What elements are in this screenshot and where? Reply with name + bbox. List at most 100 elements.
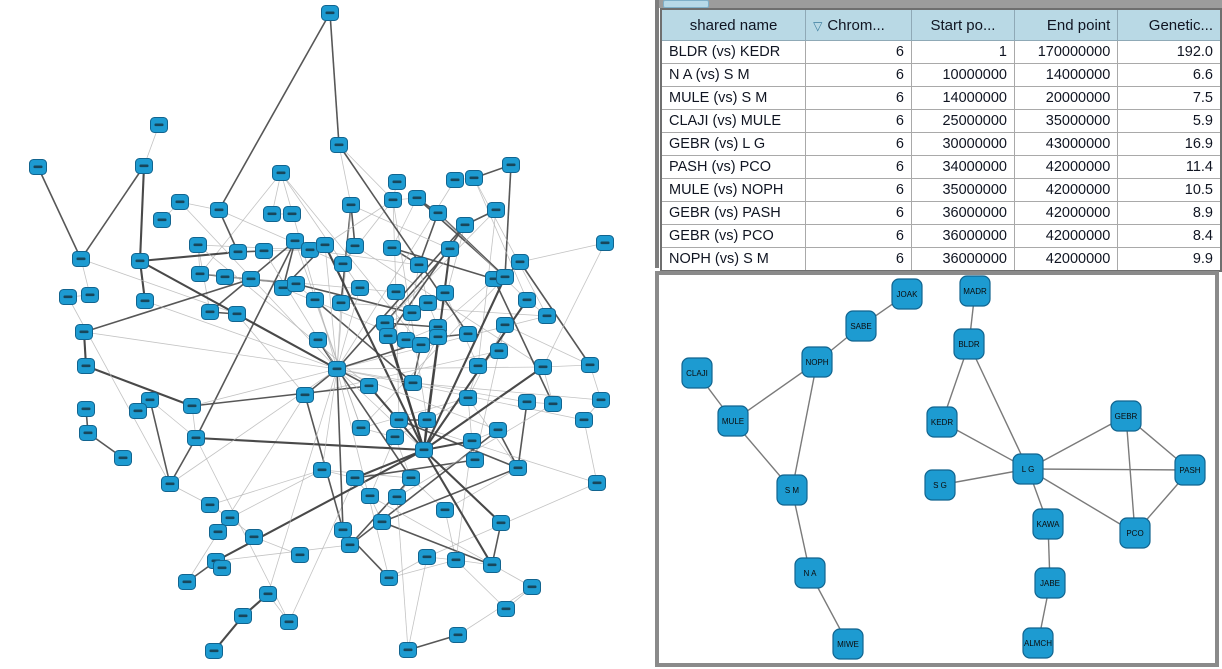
filter-funnel-icon[interactable]: ▽ xyxy=(813,18,823,33)
overview-network-node[interactable] xyxy=(511,254,529,270)
subnetwork-node-kedr[interactable]: KEDR xyxy=(926,406,958,438)
table-row[interactable]: CLAJI (vs) MULE 6 25000000 35000000 5.9 xyxy=(660,109,1222,133)
overview-network-edge[interactable] xyxy=(583,419,598,484)
overview-network-node[interactable] xyxy=(201,497,219,513)
overview-network-edge[interactable] xyxy=(329,12,340,146)
subnetwork-node-miwe[interactable]: MIWE xyxy=(832,628,864,660)
overview-network-node[interactable] xyxy=(415,442,433,458)
overview-network-node[interactable] xyxy=(397,332,415,348)
overview-network-node[interactable] xyxy=(301,242,319,258)
subnetwork-node-claji[interactable]: CLAJI xyxy=(681,357,713,389)
overview-network-edge[interactable] xyxy=(407,556,428,651)
overview-network-edge[interactable] xyxy=(405,264,420,341)
overview-network-node[interactable] xyxy=(321,5,339,21)
overview-network-node[interactable] xyxy=(287,276,305,292)
subnetwork-node-s-g[interactable]: S G xyxy=(924,469,956,501)
overview-network-node[interactable] xyxy=(534,359,552,375)
overview-network-node[interactable] xyxy=(228,306,246,322)
overview-network-node[interactable] xyxy=(79,425,97,441)
overview-network-node[interactable] xyxy=(463,433,481,449)
overview-network-node[interactable] xyxy=(201,304,219,320)
overview-network-node[interactable] xyxy=(77,358,95,374)
overview-network-edge[interactable] xyxy=(83,278,252,333)
overview-network-node[interactable] xyxy=(523,579,541,595)
overview-network-node[interactable] xyxy=(153,212,171,228)
subnetwork-edge[interactable] xyxy=(968,343,1029,470)
overview-network-edge[interactable] xyxy=(354,449,425,479)
overview-network-node[interactable] xyxy=(296,387,314,403)
overview-network-edge[interactable] xyxy=(138,165,146,262)
overview-network-edge[interactable] xyxy=(215,544,351,562)
overview-network-edge[interactable] xyxy=(455,559,507,610)
overview-network-node[interactable] xyxy=(383,240,401,256)
overview-network-node[interactable] xyxy=(459,390,477,406)
overview-network-node[interactable] xyxy=(342,197,360,213)
overview-network-edge[interactable] xyxy=(437,212,528,301)
overview-network-edge[interactable] xyxy=(519,242,606,263)
overview-network-node[interactable] xyxy=(441,241,459,257)
subnetwork-edge[interactable] xyxy=(1027,468,1136,534)
overview-network-edge[interactable] xyxy=(493,278,554,405)
overview-network-node[interactable] xyxy=(150,117,168,133)
subnetwork-node-joak[interactable]: JOAK xyxy=(891,278,923,310)
overview-network-edge[interactable] xyxy=(229,469,323,519)
panel-separator[interactable] xyxy=(655,0,659,268)
overview-network-node[interactable] xyxy=(191,266,209,282)
overview-network-node[interactable] xyxy=(518,394,536,410)
overview-network-edge[interactable] xyxy=(504,164,512,278)
overview-network-node[interactable] xyxy=(352,420,370,436)
overview-network-edge[interactable] xyxy=(336,204,352,370)
overview-network-node[interactable] xyxy=(346,238,364,254)
overview-network-edge[interactable] xyxy=(139,250,239,263)
overview-network-node[interactable] xyxy=(29,159,47,175)
overview-network-node[interactable] xyxy=(309,332,327,348)
subnetwork-node-n-a[interactable]: N A xyxy=(794,557,826,589)
table-row[interactable]: GEBR (vs) L G 6 30000000 43000000 16.9 xyxy=(660,132,1222,156)
overview-network-node[interactable] xyxy=(429,329,447,345)
subnetwork-node-pco[interactable]: PCO xyxy=(1119,517,1151,549)
overview-network-edge[interactable] xyxy=(360,276,506,429)
overview-network-node[interactable] xyxy=(213,560,231,576)
overview-network-node[interactable] xyxy=(408,190,426,206)
overview-network-edge[interactable] xyxy=(437,278,495,328)
overview-network-node[interactable] xyxy=(496,317,514,333)
table-row[interactable]: MULE (vs) S M 6 14000000 20000000 7.5 xyxy=(660,86,1222,110)
overview-network-node[interactable] xyxy=(388,489,406,505)
overview-network-node[interactable] xyxy=(575,412,593,428)
table-row[interactable]: BLDR (vs) KEDR 6 1 170000000 192.0 xyxy=(660,40,1222,64)
overview-network-edge[interactable] xyxy=(384,209,497,324)
overview-network-node[interactable] xyxy=(272,165,290,181)
overview-network-edge[interactable] xyxy=(423,366,544,451)
subnetwork-node-mule[interactable]: MULE xyxy=(717,405,749,437)
overview-network-edge[interactable] xyxy=(350,204,451,250)
overview-network-edge[interactable] xyxy=(85,365,193,407)
column-header-3[interactable]: End point xyxy=(1013,8,1119,41)
overview-network-node[interactable] xyxy=(390,412,408,428)
subnetwork-node-noph[interactable]: NOPH xyxy=(801,346,833,378)
overview-network-node[interactable] xyxy=(306,292,324,308)
overview-network-node[interactable] xyxy=(418,549,436,565)
overview-network-node[interactable] xyxy=(245,529,263,545)
table-row[interactable]: PASH (vs) PCO 6 34000000 42000000 11.4 xyxy=(660,155,1222,179)
overview-network-edge[interactable] xyxy=(263,250,338,370)
overview-network-node[interactable] xyxy=(360,378,378,394)
overview-network-node[interactable] xyxy=(332,295,350,311)
overview-network-node[interactable] xyxy=(410,257,428,273)
overview-network-edge[interactable] xyxy=(340,302,548,317)
overview-network-node[interactable] xyxy=(489,422,507,438)
overview-network-node[interactable] xyxy=(351,280,369,296)
overview-network-edge[interactable] xyxy=(391,197,418,249)
overview-network-edge[interactable] xyxy=(37,166,82,260)
overview-network-edge[interactable] xyxy=(542,242,606,368)
overview-network-node[interactable] xyxy=(459,326,477,342)
scrollbar-thumb[interactable] xyxy=(663,0,709,8)
overview-network-node[interactable] xyxy=(328,361,346,377)
table-row[interactable]: GEBR (vs) PCO 6 36000000 42000000 8.4 xyxy=(660,224,1222,248)
overview-network-edge[interactable] xyxy=(517,401,528,469)
subnetwork-node-almch[interactable]: ALMCH xyxy=(1022,627,1054,659)
overview-network-node[interactable] xyxy=(436,502,454,518)
overview-network-node[interactable] xyxy=(592,392,610,408)
table-row[interactable]: NOPH (vs) S M 6 36000000 42000000 9.9 xyxy=(660,247,1222,272)
overview-network-node[interactable] xyxy=(313,462,331,478)
overview-network-edge[interactable] xyxy=(83,331,338,370)
